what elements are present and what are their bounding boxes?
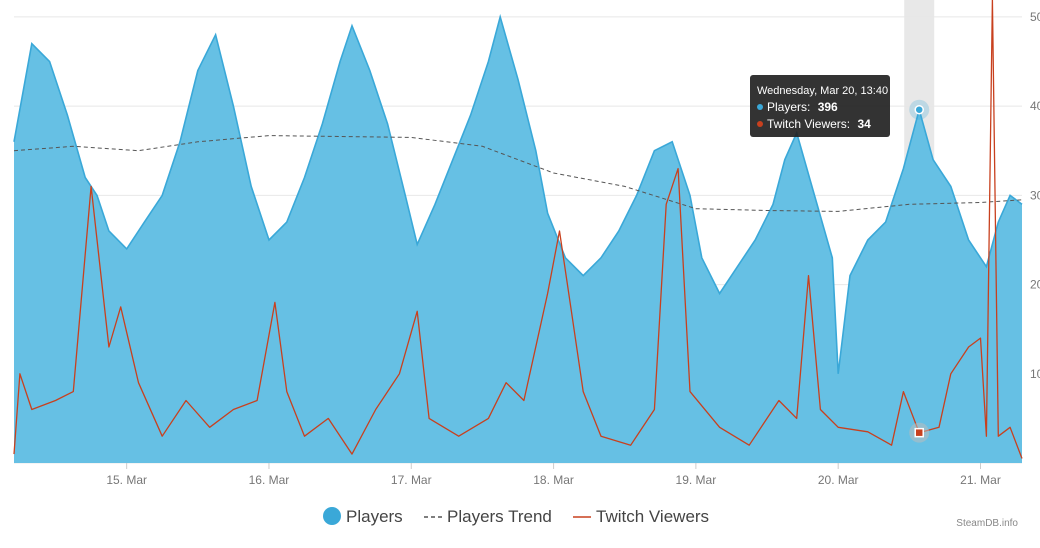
hover-markers: [909, 99, 930, 443]
tooltip: Wednesday, Mar 20, 13:40 Players: 396 Tw…: [750, 75, 890, 137]
tooltip-twitch-value: 34: [857, 117, 871, 131]
tooltip-title: Wednesday, Mar 20, 13:40: [757, 85, 888, 97]
twitch-hover-point: [914, 427, 924, 438]
players-trend-line: [13, 135, 1023, 212]
y-axis-ticks: 0100200300400500: [1030, 10, 1040, 381]
tooltip-background: [750, 75, 890, 137]
tooltip-players-row: Players: 396: [767, 100, 838, 114]
tooltip-players-marker: [757, 104, 763, 110]
series-layer: [13, 0, 1023, 464]
x-tick-label: 21. Mar: [960, 473, 1001, 487]
y-tick-label: 400: [1030, 99, 1040, 113]
tooltip-players-label: Players:: [767, 100, 810, 114]
legend-twitch-label: Twitch Viewers: [596, 507, 709, 526]
y-tick-label: 500: [1030, 10, 1040, 24]
legend-item-twitch[interactable]: Twitch Viewers: [573, 507, 709, 526]
legend-players-swatch: [323, 507, 341, 525]
x-tick-label: 17. Mar: [391, 473, 432, 487]
legend-item-trend[interactable]: Players Trend: [424, 507, 552, 526]
players-hover-point: [914, 104, 924, 115]
players-line: [13, 13, 1023, 374]
legend-trend-label: Players Trend: [447, 507, 552, 526]
y-tick-label: 300: [1030, 188, 1040, 202]
x-axis-ticks: 15. Mar 16. Mar 17. Mar 18. Mar 19. Mar 20. M…: [106, 463, 1001, 487]
x-tick-label: 20. Mar: [818, 473, 859, 487]
x-tick-label: 16. Mar: [249, 473, 290, 487]
tooltip-twitch-marker: [757, 121, 763, 127]
tooltip-twitch-label: Twitch Viewers:: [767, 117, 850, 131]
y-tick-label: 200: [1030, 278, 1040, 292]
x-tick-label: 18. Mar: [533, 473, 574, 487]
legend: Players Players Trend Twitch Viewers: [323, 507, 709, 526]
tooltip-twitch-row: Twitch Viewers: 34: [767, 117, 871, 131]
tooltip-players-value: 396: [818, 100, 838, 114]
legend-item-players[interactable]: Players: [323, 507, 403, 526]
x-tick-label: 19. Mar: [676, 473, 717, 487]
legend-players-label: Players: [346, 507, 403, 526]
x-tick-label: 15. Mar: [106, 473, 147, 487]
twitch-viewers-line: [13, 0, 1023, 459]
credit-text[interactable]: SteamDB.info: [956, 518, 1018, 529]
y-tick-label: 100: [1030, 367, 1040, 381]
